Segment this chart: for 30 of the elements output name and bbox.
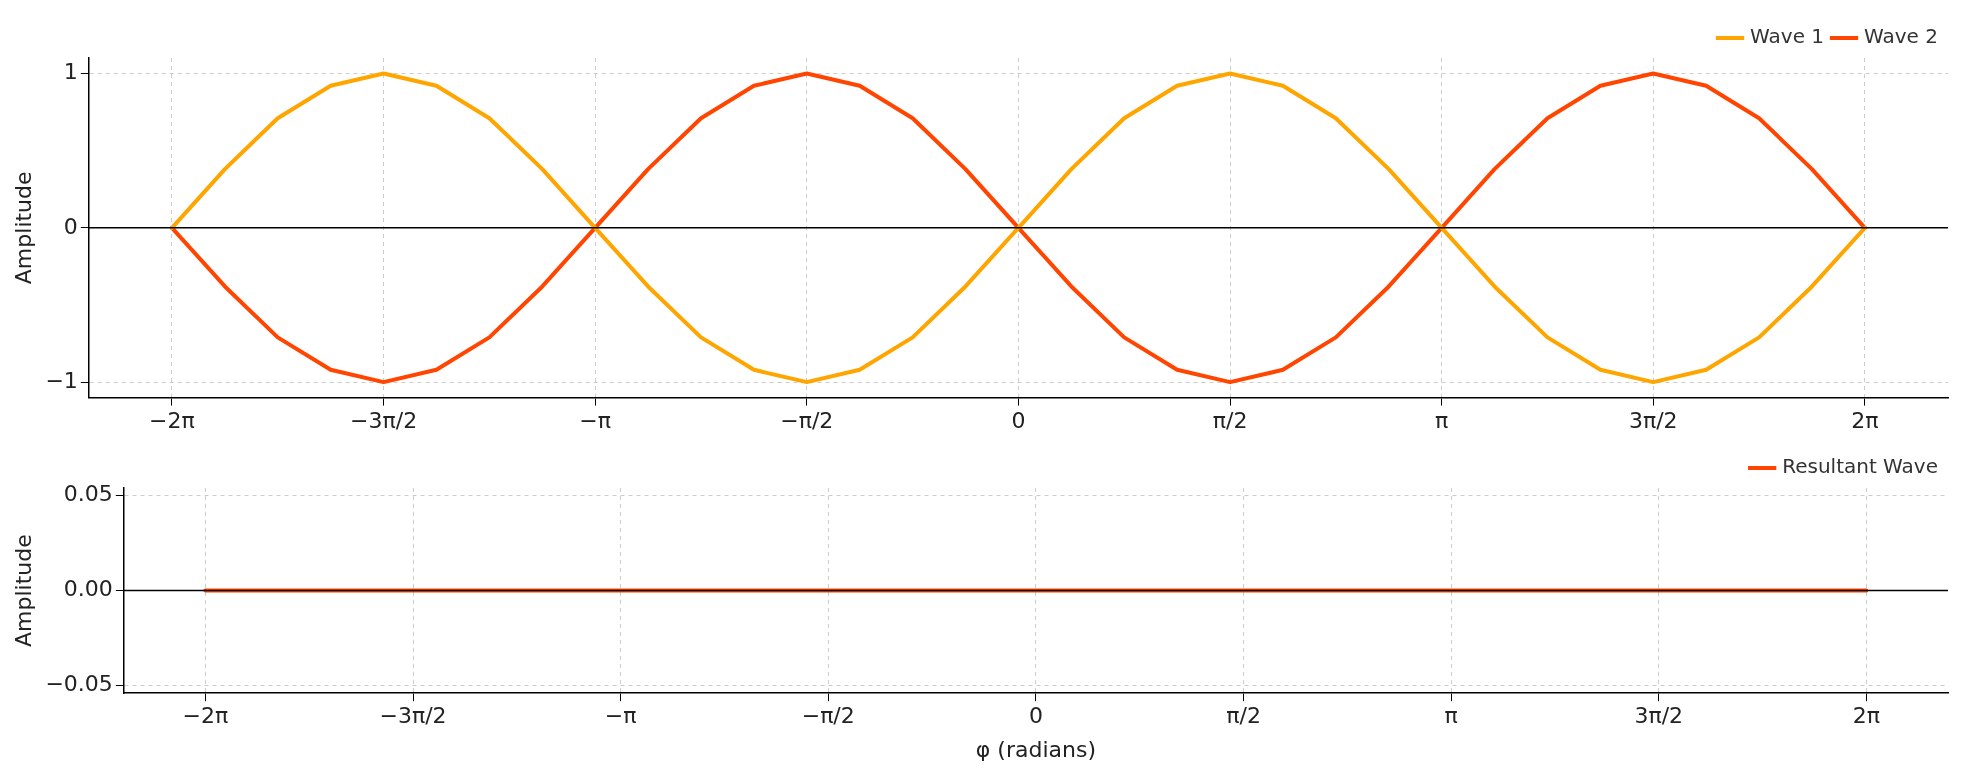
x-tick-label: −3π/2 xyxy=(350,407,418,433)
x-tick-label: −2π xyxy=(182,703,229,729)
x-tick-label: 0 xyxy=(1011,407,1026,433)
y-tick-label: 0 xyxy=(63,213,78,239)
x-tick-label: π xyxy=(1435,407,1449,433)
x-tick-label: π/2 xyxy=(1226,703,1261,729)
y-axis-title: Amplitude xyxy=(10,171,36,285)
x-tick-label: 2π xyxy=(1851,407,1879,433)
x-tick-label: −π xyxy=(579,407,611,433)
y-tick-label: 1 xyxy=(63,59,78,85)
x-tick-label: −3π/2 xyxy=(379,703,447,729)
y-tick-label: −0.05 xyxy=(45,671,113,697)
y-tick-label: 0.05 xyxy=(63,481,113,507)
x-tick-label: −π xyxy=(604,703,637,729)
y-tick-label: 0.00 xyxy=(63,576,113,602)
legend-label: Resultant Wave xyxy=(1782,454,1939,479)
x-tick-label: −π/2 xyxy=(780,407,834,433)
legend-label: Wave 1 xyxy=(1750,24,1825,49)
x-tick-label: π/2 xyxy=(1212,407,1248,433)
y-axis-title: Amplitude xyxy=(10,534,36,647)
x-tick-label: −2π xyxy=(149,407,195,433)
x-tick-label: 3π/2 xyxy=(1634,703,1684,729)
x-tick-label: 3π/2 xyxy=(1628,407,1678,433)
x-tick-label: 0 xyxy=(1028,703,1043,729)
x-tick-label: 2π xyxy=(1852,703,1881,729)
x-tick-label: −π/2 xyxy=(801,703,855,729)
x-axis-title: φ (radians) xyxy=(975,736,1096,762)
x-tick-label: π xyxy=(1444,703,1458,729)
legend-label: Wave 2 xyxy=(1864,24,1939,49)
y-tick-label: −1 xyxy=(45,367,78,393)
